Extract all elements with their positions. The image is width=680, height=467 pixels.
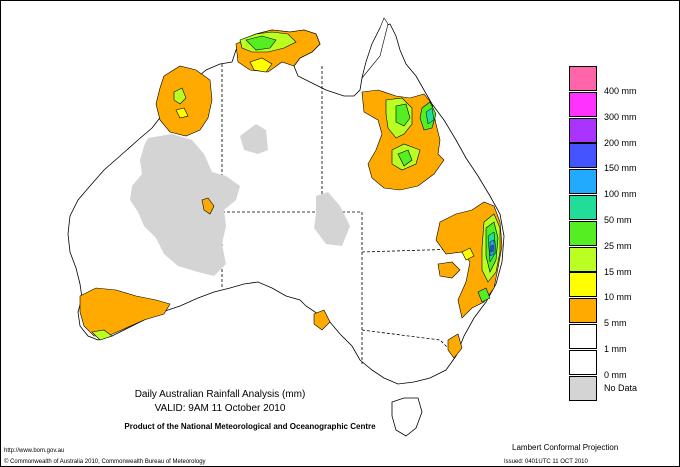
cape-york [361,17,389,79]
legend-swatch [569,349,597,375]
legend-label: 100 mm [604,189,637,200]
legend-swatch [569,324,597,349]
legend-label: 25 mm [604,240,632,251]
legend-swatch [569,375,597,401]
legend-swatch [569,298,597,324]
issued-label: Issued: 0401UTC 11 OCT 2010 [504,459,588,465]
rain-10mm-areas [175,57,475,261]
rain-150mm-areas [490,244,494,253]
legend-label: 50 mm [604,215,632,225]
legend-swatch [569,143,597,169]
legend-swatch [569,220,597,246]
legend-swatch [569,66,597,91]
no-data-area-central-wa [130,134,240,276]
no-data-area-gibson [240,124,268,154]
legend-swatch [569,246,597,272]
legend-label: 15 mm [604,266,632,277]
valid-date: VALID: 9AM 11 October 2010 [154,403,286,414]
tasmania [391,397,423,437]
legend-label: 200 mm [604,137,637,148]
projection-label: Lambert Conformal Projection [512,443,619,452]
legend-swatch [569,117,597,143]
url-label: http://www.bom.gov.au [4,448,65,454]
product-line: Product of the National Meteorological a… [124,422,376,431]
copyright-label: © Commonwealth of Australia 2010, Common… [4,459,206,465]
legend-label: 5 mm [604,318,627,329]
legend-label: 300 mm [604,111,637,122]
map-title: Daily Australian Rainfall Analysis (mm) [134,389,306,400]
legend-swatch [569,91,597,117]
legend-swatch [569,272,597,298]
legend-label: 10 mm [604,292,632,303]
no-data-area-central [314,192,350,246]
legend-label: 150 mm [604,163,637,174]
legend-swatch [569,195,597,220]
legend-label: No Data [604,382,638,393]
legend-label: 400 mm [604,86,637,96]
legend-swatch [569,169,597,195]
legend-label: 1 mm [604,344,627,354]
legend-label: 0 mm [604,369,627,380]
